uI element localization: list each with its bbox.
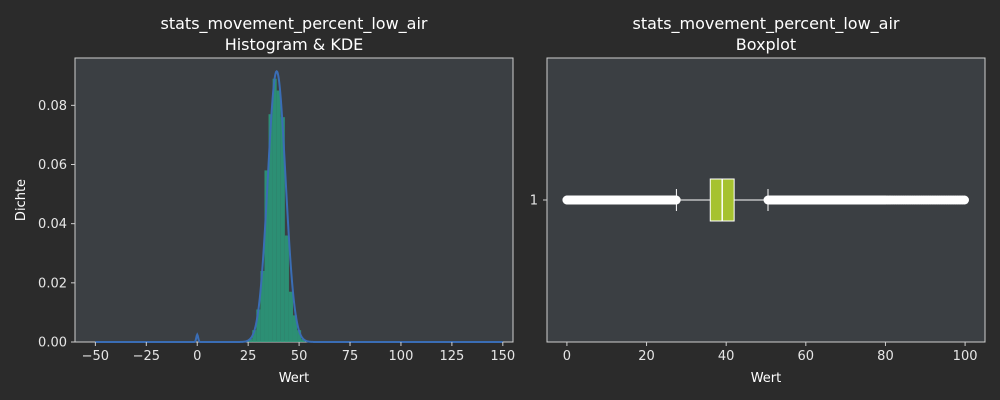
hist-y-tick-label-1: 0.02 — [38, 276, 67, 291]
hist-title: stats_movement_percent_low_air — [161, 14, 428, 34]
hist-x-tick-label-2: 0 — [193, 349, 201, 364]
histogram-kde-panel: stats_movement_percent_low_air Histogram… — [14, 14, 515, 386]
hist-bars — [248, 78, 306, 343]
box-title: stats_movement_percent_low_air — [633, 14, 900, 34]
box-x-label: Wert — [751, 371, 782, 386]
hist-bar-6 — [272, 78, 277, 342]
box-x-tick-label-0: 0 — [563, 349, 571, 364]
box-element — [675, 178, 769, 222]
kde-curve — [95, 69, 503, 343]
box-x-tick-label-5: 100 — [953, 349, 978, 364]
hist-y-label: Dichte — [14, 179, 29, 221]
flier-425 — [959, 195, 969, 205]
hist-x-tick-label-0: −50 — [82, 349, 109, 364]
hist-bar-8 — [280, 117, 285, 343]
hist-y-ticks: 0.00 0.02 0.04 0.06 0.08 — [38, 99, 75, 351]
hist-bar-7 — [276, 90, 281, 343]
hist-subtitle: Histogram & KDE — [225, 35, 364, 54]
box-x-tick-label-2: 40 — [718, 349, 735, 364]
hist-x-tick-label-6: 100 — [389, 349, 414, 364]
hist-bar-9 — [284, 235, 289, 342]
hist-x-tick-label-4: 50 — [291, 349, 308, 364]
hist-y-tick-label-0: 0.00 — [38, 336, 67, 351]
hist-x-label: Wert — [279, 371, 310, 386]
hist-y-tick-label-2: 0.04 — [38, 217, 67, 232]
hist-x-tick-label-3: 25 — [240, 349, 257, 364]
hist-x-tick-label-8: 150 — [490, 349, 515, 364]
hist-bar-4 — [264, 170, 269, 342]
hist-x-tick-label-1: −25 — [133, 349, 160, 364]
hist-x-ticks: −50 −25 0 25 50 75 100 125 150 — [82, 342, 515, 364]
box-fliers — [562, 195, 969, 205]
boxplot-panel: stats_movement_percent_low_air Boxplot 0… — [530, 14, 986, 386]
hist-bar-1 — [252, 330, 257, 342]
hist-bar-10 — [288, 291, 293, 342]
box-x-tick-label-4: 80 — [877, 349, 894, 364]
box-x-tick-label-3: 60 — [798, 349, 815, 364]
box-subtitle: Boxplot — [736, 35, 796, 54]
box-x-ticks: 0 20 40 60 80 100 — [563, 342, 978, 364]
hist-y-tick-label-4: 0.08 — [38, 99, 67, 114]
hist-bar-5 — [268, 114, 273, 342]
hist-bar-11 — [292, 315, 298, 342]
hist-bar-3 — [260, 271, 265, 342]
box-y-ticks: 1 — [530, 194, 547, 209]
hist-bar-0 — [248, 339, 253, 342]
box-x-tick-label-1: 20 — [638, 349, 655, 364]
hist-x-tick-label-5: 75 — [342, 349, 359, 364]
hist-y-tick-label-3: 0.06 — [38, 158, 67, 173]
hist-bar-13 — [301, 339, 306, 342]
hist-bar-2 — [256, 309, 261, 342]
hist-x-tick-label-7: 125 — [439, 349, 464, 364]
box-category-label: 1 — [530, 194, 538, 209]
hist-bar-12 — [297, 330, 302, 342]
